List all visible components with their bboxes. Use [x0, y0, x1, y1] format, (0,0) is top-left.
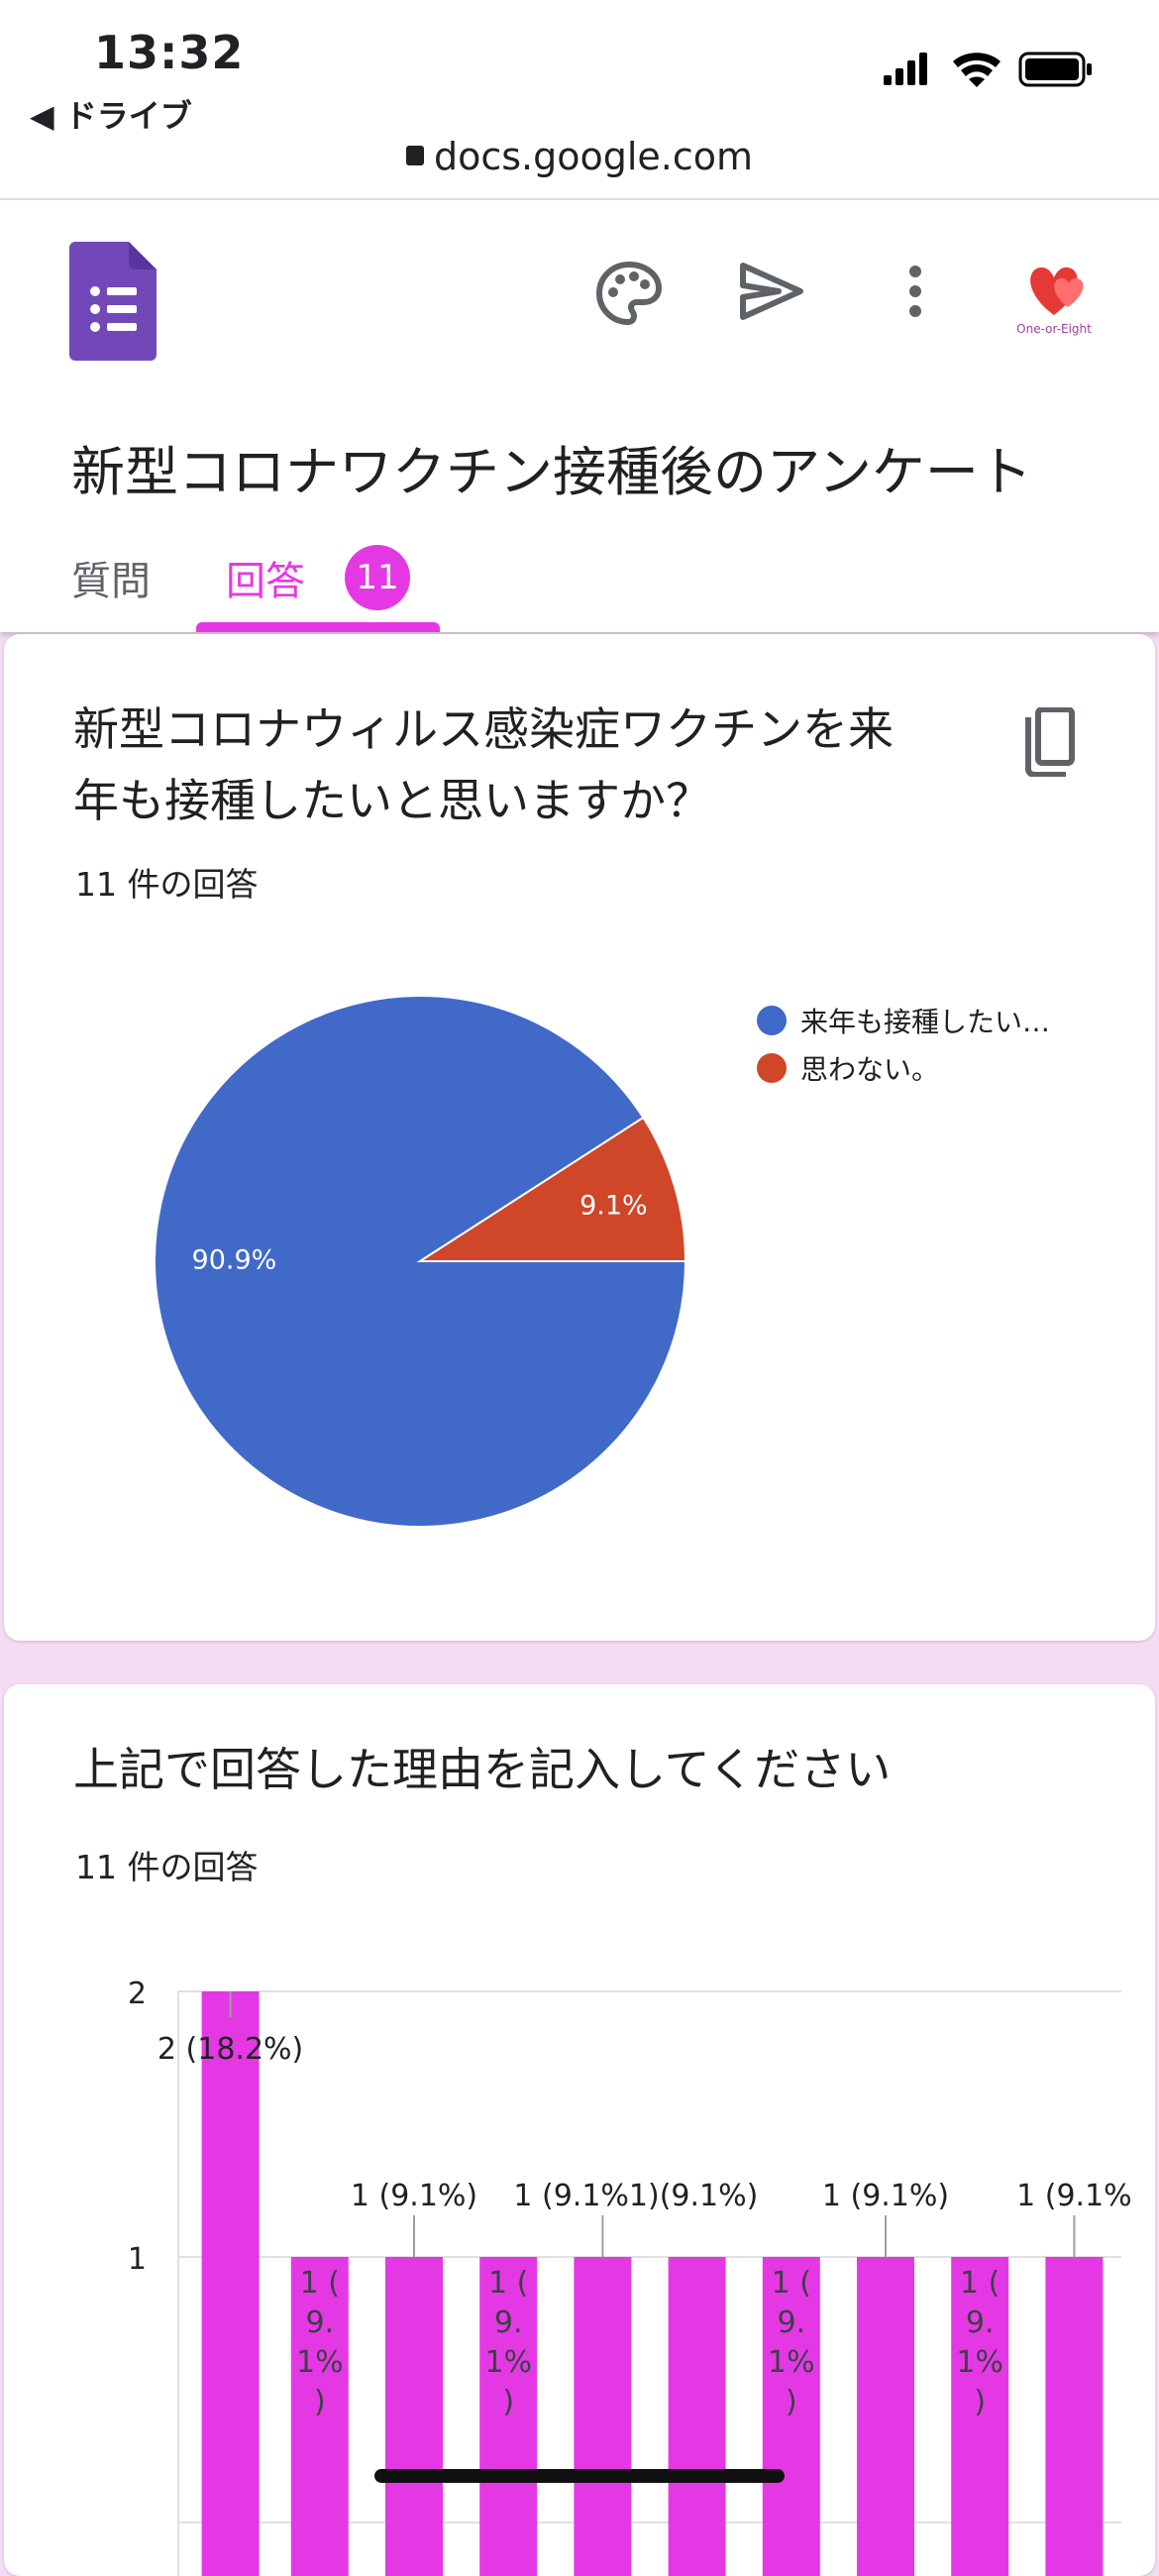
slice-label: 9.1% — [580, 1191, 648, 1222]
data-label: 9. — [777, 2306, 805, 2340]
bar-chart: 212 (18.2%)1 (9.1%) 1 (9.1%1)(9.1%) 1 (9.1… — [128, 1977, 1132, 2576]
data-label: 1% — [484, 2345, 532, 2380]
legend-item[interactable]: 思わない。 — [757, 1046, 1050, 1094]
bar — [668, 2257, 726, 2576]
home-indicator — [374, 2469, 785, 2483]
data-label: 1 (9.1%) — [351, 2179, 477, 2213]
status-icons — [884, 50, 1102, 89]
response-count: 11 件の回答 — [75, 865, 259, 904]
legend-item[interactable]: 来年も接種したい… — [757, 999, 1050, 1046]
question-line: 年も接種したいと思いますか？ — [73, 774, 711, 827]
question-summary-card: 上記で回答した理由を記入してください 11 件の回答 2 1 2 (18.2%) 1 … — [4, 1684, 1155, 2576]
palette-icon[interactable] — [594, 260, 664, 333]
url-text: docs.google.com — [433, 135, 754, 178]
data-label: 1 ( — [488, 2266, 528, 2301]
avatar[interactable]: One-or-Eight — [1004, 246, 1104, 349]
lock-icon — [405, 145, 424, 165]
question-title: 新型コロナウィルス感染症ワクチンを来 年も接種したいと思いますか？ — [73, 694, 894, 836]
bar — [201, 1991, 260, 2576]
data-label: ) — [786, 2385, 797, 2419]
bar — [385, 2257, 443, 2576]
active-tab-indicator — [196, 622, 440, 632]
legend-swatch — [757, 1053, 787, 1083]
data-label: 1 ( — [772, 2266, 811, 2301]
legend-swatch — [757, 1006, 787, 1035]
pie-chart: 9.1% 90.9% — [154, 995, 687, 1528]
data-label: 2 (18.2%) — [158, 2032, 303, 2067]
response-count: 11 件の回答 — [75, 1848, 259, 1886]
chart-legend: 来年も接種したい… 思わない。 — [757, 999, 1050, 1094]
data-label: ) — [314, 2385, 326, 2419]
divider — [0, 198, 1159, 200]
question-summary-card: 新型コロナウィルス感染症ワクチンを来 年も接種したいと思いますか？ 11 件の回… — [4, 634, 1155, 1641]
copy-icon — [1025, 706, 1075, 778]
data-label: 1 (9.1%) — [822, 2179, 949, 2213]
back-to-app-link[interactable]: ◀ ドライブ — [30, 97, 192, 135]
form-icon[interactable] — [69, 242, 157, 365]
data-label: 1% — [296, 2345, 344, 2380]
data-label: 9. — [305, 2306, 334, 2340]
y-tick-label: 1 — [128, 2242, 147, 2277]
address-bar[interactable]: docs.google.com — [0, 135, 1159, 178]
copy-chart-button[interactable] — [1016, 706, 1076, 781]
wifi-icon — [953, 53, 1001, 87]
question-title: 上記で回答した理由を記入してください — [73, 1743, 892, 1796]
data-label: ) — [974, 2385, 986, 2419]
form-title: 新型コロナワクチン接種後のアンケート — [71, 441, 1032, 503]
slice-label: 90.9% — [192, 1244, 277, 1275]
battery-icon — [1018, 52, 1092, 87]
tab-responses[interactable]: 回答 — [226, 559, 305, 604]
tab-questions[interactable]: 質問 — [71, 559, 151, 604]
data-label: 1% — [956, 2345, 1003, 2380]
signal-icon — [884, 53, 927, 85]
avatar-text: One-or-Eight — [1016, 322, 1092, 336]
data-label: 1 ( — [960, 2266, 1000, 2301]
response-count-badge: 11 — [345, 545, 410, 610]
bar — [1045, 2257, 1104, 2576]
data-label: 1 (9.1%1)(9.1%) — [513, 2179, 758, 2213]
more-vert-icon[interactable] — [897, 264, 933, 323]
data-label: 1 ( — [300, 2266, 340, 2301]
data-label: ) — [502, 2385, 514, 2419]
question-line: 新型コロナウィルス感染症ワクチンを来 — [73, 702, 894, 756]
data-label: 1% — [768, 2345, 815, 2380]
legend-label: 来年も接種したい… — [800, 1006, 1051, 1038]
data-label: 9. — [966, 2306, 995, 2340]
browser-status-bar: 13:32 ◀ ドライブ docs.google.com — [0, 0, 1159, 198]
clock: 13:32 — [94, 26, 245, 79]
form-header: One-or-Eight 新型コロナワクチン接種後のアンケート 質問 回答 11 — [0, 200, 1159, 632]
legend-label: 思わない。 — [800, 1053, 940, 1086]
data-label: 9. — [494, 2306, 523, 2340]
pie-slice — [416, 1116, 687, 1262]
bar — [857, 2257, 914, 2576]
y-tick-label: 2 — [128, 1977, 147, 2011]
bar — [574, 2257, 632, 2576]
data-label: 1 (9.1% — [1016, 2179, 1132, 2213]
send-icon[interactable] — [739, 262, 804, 325]
